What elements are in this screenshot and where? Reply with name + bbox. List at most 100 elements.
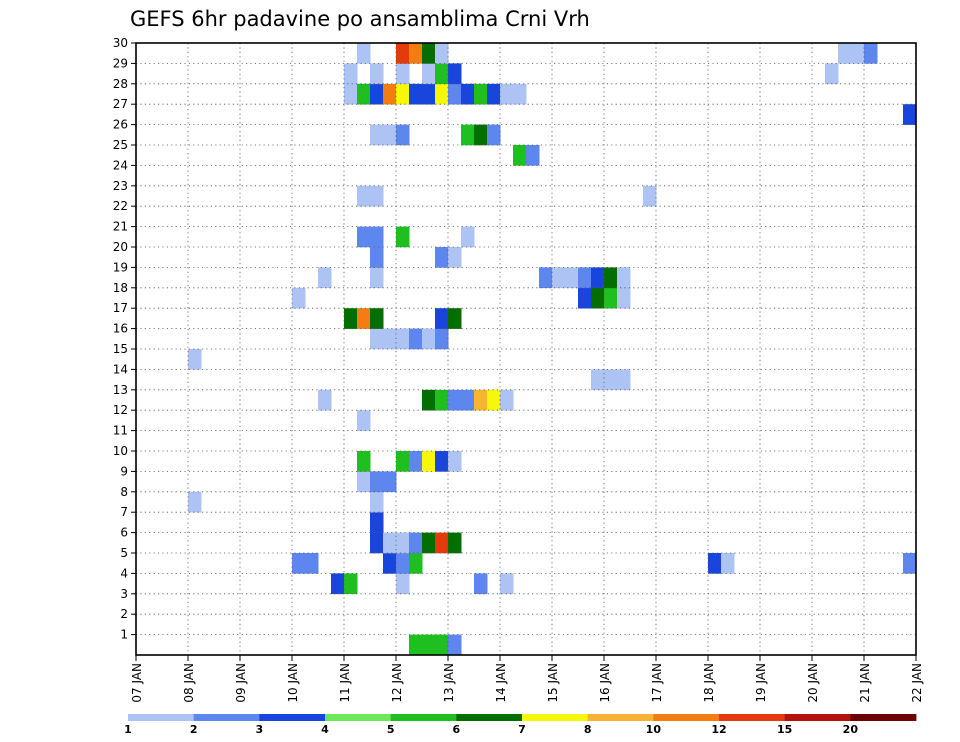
heatmap-cell <box>370 471 384 493</box>
heatmap-cell <box>526 145 540 166</box>
heatmap-cell <box>396 532 410 554</box>
heatmap-cell <box>461 389 475 411</box>
heatmap-cells <box>188 43 917 656</box>
y-tick-label: 21 <box>113 220 128 234</box>
heatmap-cell <box>318 267 332 289</box>
heatmap-cell <box>435 63 449 85</box>
x-tick-label: 14 JAN <box>494 663 508 703</box>
heatmap-cell <box>344 308 358 329</box>
heatmap-cell <box>448 308 462 329</box>
heatmap-cell <box>292 287 306 309</box>
heatmap-cell <box>591 369 605 391</box>
heatmap-cell <box>838 43 852 64</box>
heatmap-cell <box>383 83 397 105</box>
colorbar-swatch <box>128 714 195 721</box>
y-tick-label: 3 <box>120 587 128 601</box>
heatmap-cell <box>435 389 449 411</box>
heatmap-cell <box>331 573 345 595</box>
grid-lines <box>135 42 917 655</box>
y-tick-label: 17 <box>113 301 128 315</box>
heatmap-cell <box>474 83 488 105</box>
heatmap-cell <box>435 43 449 64</box>
heatmap-cell <box>370 226 384 248</box>
heatmap-cell <box>448 63 462 85</box>
x-tick-label: 09 JAN <box>234 663 248 703</box>
heatmap-cell <box>591 267 605 289</box>
heatmap-cell <box>396 43 410 64</box>
heatmap-cell <box>357 471 371 493</box>
heatmap-cell <box>188 491 202 513</box>
y-tick-label: 29 <box>113 56 128 70</box>
heatmap-cell <box>422 63 436 85</box>
colorbar-label: 1 <box>124 723 132 736</box>
heatmap-cell <box>396 328 410 350</box>
heatmap-cell <box>448 532 462 554</box>
colorbar-swatch <box>193 714 260 721</box>
heatmap-cell <box>435 247 449 268</box>
x-tick-label: 17 JAN <box>650 663 664 703</box>
colorbar-swatch <box>653 714 720 721</box>
y-tick-label: 27 <box>113 97 128 111</box>
y-tick-label: 9 <box>120 464 128 478</box>
heatmap-cell <box>578 267 592 289</box>
heatmap-cell <box>461 226 475 248</box>
heatmap-cell <box>435 451 449 472</box>
heatmap-cell <box>344 63 358 85</box>
y-tick-label: 23 <box>113 179 128 193</box>
heatmap-cell <box>617 267 631 289</box>
heatmap-cell <box>370 83 384 105</box>
heatmap-cell <box>500 573 514 595</box>
x-tick-label: 07 JAN <box>130 663 144 703</box>
heatmap-cell <box>396 83 410 105</box>
heatmap-cell <box>370 185 384 207</box>
heatmap-cell <box>422 83 436 105</box>
colorbar-label: 5 <box>387 723 395 736</box>
x-tick-label: 22 JAN <box>910 663 924 703</box>
heatmap-cell <box>643 185 657 207</box>
heatmap-cell <box>370 532 384 554</box>
heatmap-cell <box>474 573 488 595</box>
heatmap-cell <box>513 145 527 166</box>
y-tick-label: 13 <box>113 383 128 397</box>
heatmap-cell <box>409 328 423 350</box>
heatmap-cell <box>318 389 332 411</box>
y-tick-label: 6 <box>120 526 128 540</box>
chart-title: GEFS 6hr padavine po ansamblima Crni Vrh <box>130 7 590 31</box>
y-tick-label: 12 <box>113 403 128 417</box>
heatmap-cell <box>500 389 514 411</box>
colorbar-swatch <box>325 714 392 721</box>
y-tick-label: 7 <box>120 505 128 519</box>
x-tick-label: 10 JAN <box>286 663 300 703</box>
y-tick-label: 11 <box>113 424 128 438</box>
heatmap-cell <box>487 389 501 411</box>
colorbar-label: 20 <box>843 723 859 736</box>
y-tick-label: 24 <box>113 158 128 172</box>
colorbar-label: 12 <box>711 723 726 736</box>
heatmap-cell <box>370 491 384 513</box>
x-tick-label: 18 JAN <box>702 663 716 703</box>
heatmap-cell <box>292 553 306 574</box>
colorbar-legend: 1 2 3 4 5 6 7 8 10 12 15 20 <box>124 714 917 736</box>
heatmap-cell <box>409 634 423 656</box>
heatmap-cell <box>396 553 410 574</box>
colorbar-swatch <box>719 714 786 721</box>
y-tick-label: 28 <box>113 77 128 91</box>
heatmap-cell <box>604 287 618 309</box>
colorbar-swatch <box>390 714 457 721</box>
x-tick-label: 19 JAN <box>754 663 768 703</box>
y-tick-label: 19 <box>113 260 128 274</box>
y-tick-label: 25 <box>113 138 128 152</box>
heatmap-cell <box>591 287 605 309</box>
x-tick-label: 20 JAN <box>806 663 820 703</box>
y-tick-label: 8 <box>120 485 128 499</box>
heatmap-cell <box>708 553 722 574</box>
colorbar-label: 8 <box>584 723 592 736</box>
y-tick-label: 2 <box>120 607 128 621</box>
colorbar-label: 3 <box>256 723 264 736</box>
heatmap-cell <box>422 389 436 411</box>
heatmap-cell <box>500 83 514 105</box>
x-tick-label: 11 JAN <box>338 663 352 703</box>
heatmap-cell <box>396 451 410 472</box>
heatmap-cell <box>344 83 358 105</box>
heatmap-cell <box>357 83 371 105</box>
